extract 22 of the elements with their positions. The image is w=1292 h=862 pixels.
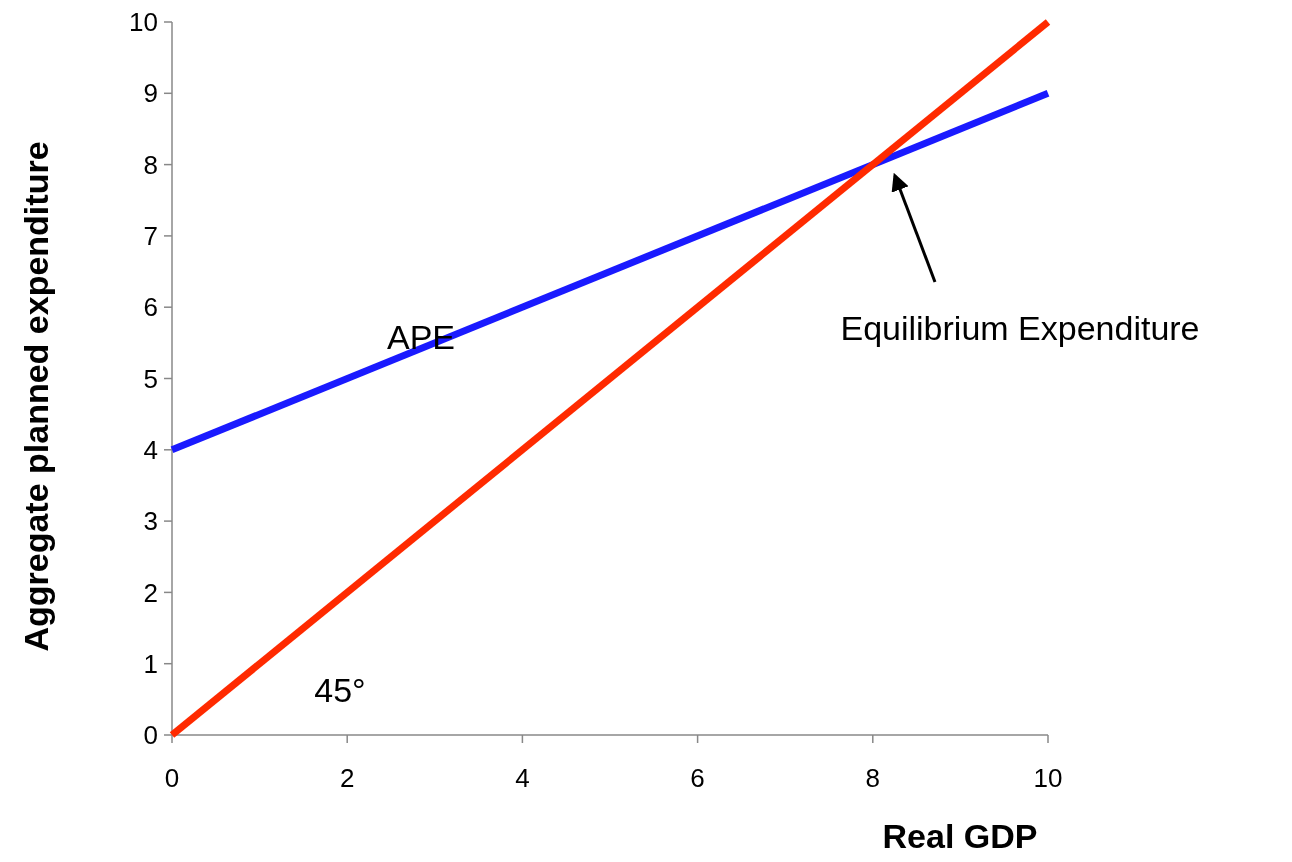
x-tick-label: 6 [690, 763, 705, 793]
y-tick-label: 10 [129, 7, 158, 38]
x-tick-label: 0 [164, 763, 180, 793]
y-tick-label: 7 [143, 221, 158, 251]
y-tick-label: 4 [143, 434, 158, 465]
series-label: APE [386, 317, 456, 356]
y-tick-label: 8 [143, 149, 158, 180]
y-tick-label: 6 [143, 292, 158, 323]
y-tick-label: 3 [143, 506, 158, 537]
annotation: Equilibrium Expenditure [840, 308, 1200, 347]
x-axis-title: Real GDP [882, 817, 1038, 855]
x-tick-label: 4 [515, 763, 530, 793]
x-tick-label: 8 [865, 763, 881, 793]
y-axis-title: Aggregate planned expenditure [17, 141, 55, 652]
y-tick-label: 1 [143, 648, 158, 679]
y-tick-label: 5 [143, 363, 158, 394]
y-tick-label: 2 [143, 577, 158, 608]
annotation: 45° [314, 670, 366, 709]
x-tick-label: 2 [339, 763, 355, 793]
y-tick-label: 0 [143, 720, 158, 751]
x-tick-label: 10 [1033, 763, 1063, 793]
y-tick-label: 9 [143, 78, 158, 109]
